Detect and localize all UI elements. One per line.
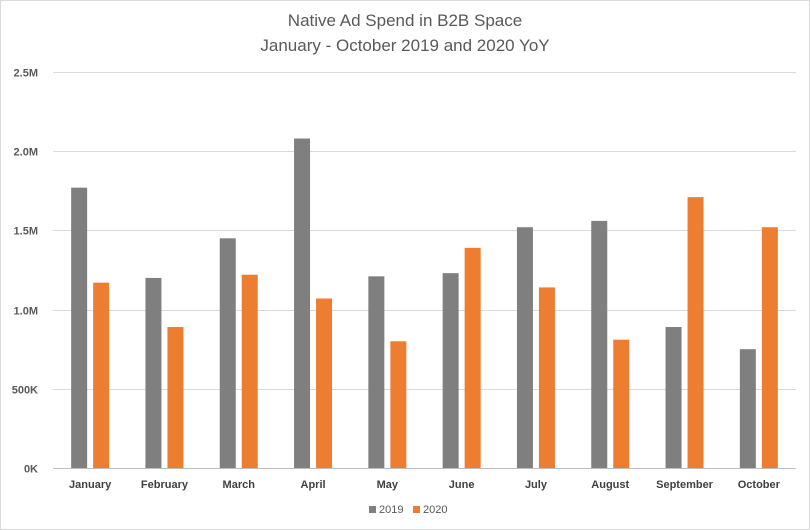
bar-2019-july xyxy=(516,227,533,468)
bar-2019-august xyxy=(591,220,608,468)
bar-2020-may xyxy=(390,341,407,468)
bar-2019-march xyxy=(219,238,236,468)
x-tick-label: June xyxy=(449,479,475,491)
bar-2019-september xyxy=(665,327,682,468)
bar-2020-september xyxy=(687,197,704,469)
x-tick-label: March xyxy=(223,479,256,491)
x-tick-label: October xyxy=(738,479,781,491)
bar-2019-january xyxy=(71,187,88,468)
bar-2020-april xyxy=(316,298,333,468)
legend-item-2020: 2020 xyxy=(413,504,447,516)
x-axis: January February March April May June July Augu… xyxy=(69,479,781,491)
bar-2020-june xyxy=(464,247,481,468)
y-tick-label: 1.0M xyxy=(14,306,38,318)
legend-swatch xyxy=(369,506,376,513)
gridlines xyxy=(53,72,796,469)
x-tick-label: September xyxy=(656,479,714,491)
legend-swatch xyxy=(413,506,420,513)
bar-2019-may xyxy=(368,276,385,468)
bar-2020-january xyxy=(93,282,110,468)
bar-2020-july xyxy=(538,287,555,468)
legend-item-2019: 2019 xyxy=(369,504,403,516)
x-tick-label: January xyxy=(69,479,112,491)
bar-2020-february xyxy=(167,327,184,468)
y-tick-label: 1.5M xyxy=(14,226,38,238)
bar-2019-october xyxy=(739,349,756,468)
y-tick-label: 500K xyxy=(12,385,38,397)
bar-2019-april xyxy=(294,138,311,468)
x-tick-label: May xyxy=(377,479,399,491)
y-tick-label: 2.5M xyxy=(14,68,38,80)
bar-2020-october xyxy=(761,227,778,468)
bar-2020-march xyxy=(241,274,258,468)
bar-2019-june xyxy=(442,273,459,468)
bars xyxy=(71,138,778,469)
y-axis: 0K 500K 1.0M 1.5M 2.0M 2.5M xyxy=(12,68,38,476)
legend-label: 2019 xyxy=(379,504,403,516)
legend-label: 2020 xyxy=(423,504,447,516)
y-tick-label: 0K xyxy=(24,464,38,476)
x-tick-label: August xyxy=(591,479,629,491)
x-tick-label: April xyxy=(301,479,326,491)
x-tick-label: July xyxy=(525,479,548,491)
x-tick-label: February xyxy=(141,479,189,491)
legend: 2019 2020 xyxy=(369,504,447,516)
bar-2019-february xyxy=(145,277,162,468)
bar-2020-august xyxy=(613,339,630,468)
chart-title: Native Ad Spend in B2B Space xyxy=(287,11,523,30)
chart-subtitle: January - October 2019 and 2020 YoY xyxy=(260,36,550,55)
y-tick-label: 2.0M xyxy=(14,147,38,159)
